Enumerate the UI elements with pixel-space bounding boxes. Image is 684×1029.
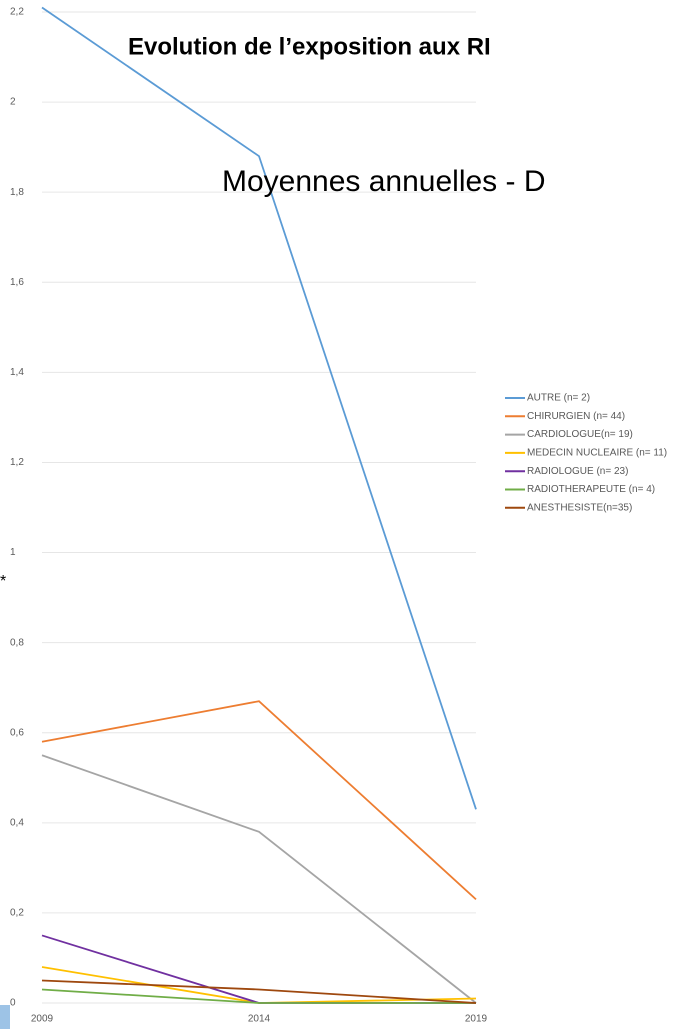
y-tick-label: 0,6 [10, 727, 24, 738]
y-tick-label: 0 [10, 998, 16, 1009]
series-line [41, 988, 476, 1004]
annotation: * [0, 573, 6, 590]
y-tick-label: 1,4 [10, 367, 24, 378]
legend-label: CHIRURGIEN (n= 44) [527, 411, 625, 422]
chart-title: Evolution de l’exposition aux RI [128, 33, 491, 60]
y-tick-label: 1,2 [10, 457, 24, 468]
y-tick-label: 0,2 [10, 908, 24, 919]
legend-label: MEDECIN NUCLEAIRE (n= 11) [527, 448, 667, 459]
legend-label: AUTRE (n= 2) [527, 393, 590, 404]
x-tick-label: 2019 [465, 1014, 488, 1025]
y-tick-label: 1,6 [10, 277, 24, 288]
y-tick-label: 2,2 [10, 7, 24, 18]
legend-label: ANESTHESISTE(n=35) [527, 502, 632, 513]
corner-box [0, 1005, 10, 1029]
plot: 0 0,2 0,4 0,6 0,8 1 1,2 1,4 1,6 1,8 2 2,2 2009 2014 20… [10, 7, 667, 1025]
x-tick-label: 2009 [31, 1014, 54, 1025]
series-line [41, 966, 477, 1004]
legend-label: RADIOTHERAPEUTE (n= 4) [527, 484, 655, 495]
y-tick-label: 1 [10, 547, 16, 558]
y-tick-label: 2 [10, 97, 16, 108]
y-tick-label: 0,4 [10, 817, 24, 828]
y-tick-label: 1,8 [10, 187, 24, 198]
y-tick-label: 0,8 [10, 637, 24, 648]
legend-label: CARDIOLOGUE(n= 19) [527, 429, 633, 440]
x-tick-label: 2014 [248, 1014, 271, 1025]
chart-subtitle: Moyennes annuelles - D [222, 165, 546, 198]
series-line [41, 6, 477, 810]
legend-label: RADIOLOGUE (n= 23) [527, 466, 628, 477]
series-line [41, 754, 477, 1004]
series-line [41, 700, 477, 901]
series-line [41, 979, 477, 1004]
